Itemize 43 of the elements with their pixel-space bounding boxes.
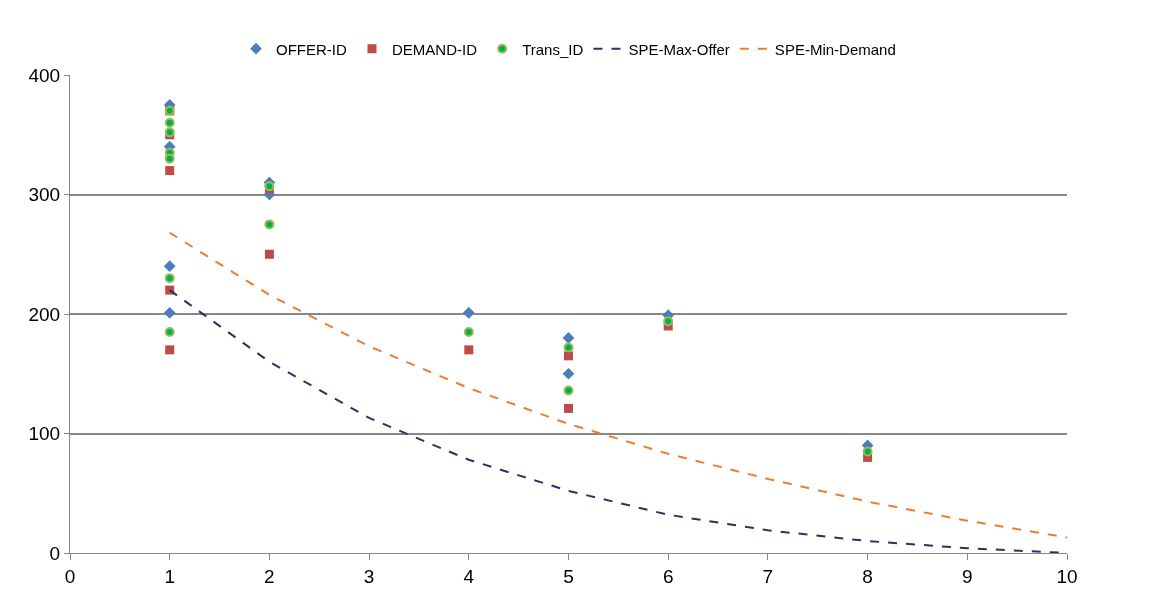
point [165,345,175,355]
point [164,326,175,337]
point [563,342,574,353]
point [564,403,573,413]
x-tick-label: 4 [463,565,475,587]
x-tick-label: 5 [563,565,574,587]
legend-label: SPE-Min-Demand [774,40,896,58]
x-tick-label: 8 [862,565,873,587]
point [564,351,573,361]
point [563,385,574,396]
point [463,326,474,337]
point [165,166,175,176]
y-tick-label: 400 [28,64,61,86]
legend-label: OFFER-ID [276,40,347,58]
line-series [168,231,1067,539]
x-tick-label: 3 [363,565,375,587]
y-tick-label: 0 [49,542,61,564]
y-tick-label: 200 [28,303,61,325]
point [663,316,674,327]
x-tick-label: 0 [64,565,76,587]
y-tick-label: 100 [28,423,61,445]
point [163,306,176,319]
point [163,260,176,273]
legend-label: Trans_ID [522,40,584,58]
legend-label: DEMAND-ID [391,40,478,58]
legend-label: SPE-Max-Offer [628,40,730,58]
point [862,446,873,457]
point [264,249,274,259]
point [164,153,175,164]
x-tick-label: 9 [962,565,973,587]
y-tick-label: 300 [28,184,61,206]
point [562,332,575,344]
x-tick-label: 6 [662,565,674,587]
x-tick-label: 1 [164,565,175,587]
point [164,273,175,284]
point [164,117,175,128]
x-tick-label: 10 [1056,565,1078,587]
point [464,345,474,355]
point [562,367,575,380]
x-tick-label: 2 [264,565,275,587]
point [264,219,275,230]
x-tick-label: 7 [762,565,774,587]
point [462,306,475,319]
